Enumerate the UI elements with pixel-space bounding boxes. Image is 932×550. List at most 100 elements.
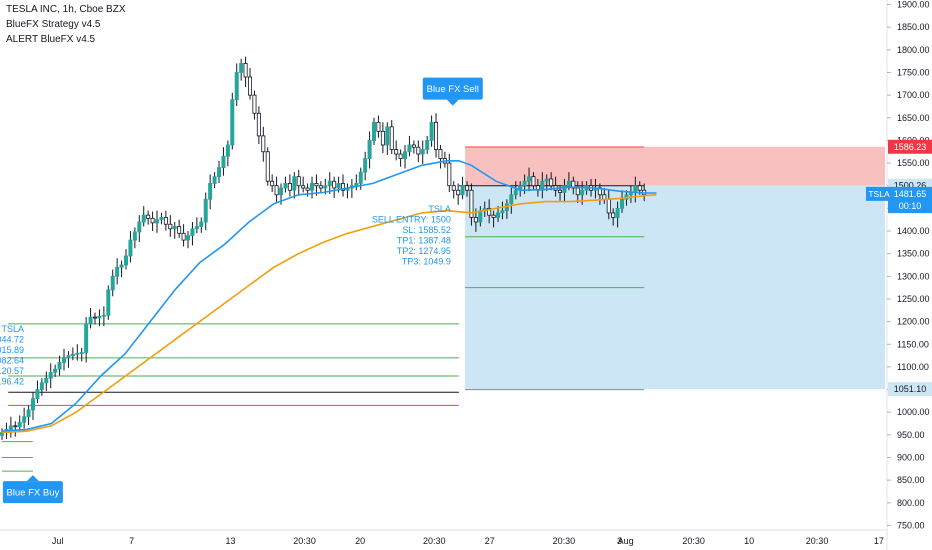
candle-body	[372, 121, 377, 141]
candle-body	[88, 316, 93, 325]
candle-body	[115, 266, 120, 277]
y-tick-label: 1800.00	[897, 45, 930, 55]
candle-body	[562, 185, 567, 193]
chart-title: TESLA INC, 1h, Cboe BZX	[6, 4, 126, 15]
candle-body	[146, 214, 151, 219]
candle-body	[26, 409, 31, 418]
signal-label-pointer	[446, 99, 459, 106]
candle-body	[181, 232, 186, 241]
candle-body	[177, 226, 182, 234]
signal-label-text: Blue FX Sell	[427, 84, 479, 95]
candle-body	[93, 316, 98, 319]
candle-body	[447, 162, 452, 187]
y-tick-label: 1000.00	[897, 407, 930, 417]
candle-body	[496, 212, 501, 218]
candle-body	[336, 183, 341, 189]
candle-body	[101, 314, 106, 317]
y-tick-label: 1150.00	[897, 339, 929, 349]
candle-body	[403, 151, 408, 159]
candle-body	[57, 361, 62, 370]
x-tick-label: Aug	[618, 536, 634, 546]
candle-body	[132, 231, 137, 241]
y-tick-label: 1350.00	[897, 249, 930, 259]
candle-body	[513, 189, 518, 196]
candle-body	[434, 121, 439, 150]
candle-body	[376, 121, 381, 132]
candle-body	[199, 221, 204, 227]
candle-body	[522, 180, 527, 187]
candle-body	[500, 210, 505, 214]
candle-body	[429, 121, 434, 141]
candle-body	[13, 425, 18, 428]
signal-label-text: Blue FX Buy	[6, 488, 59, 499]
indicator-legend-alert[interactable]: ALERT BlueFX v4.5	[6, 34, 96, 45]
candle-body	[270, 180, 275, 187]
candle-body	[203, 198, 208, 223]
candle-body	[119, 264, 124, 268]
sell-annotation-line: TSLA	[428, 204, 451, 214]
buy-annotation-line: 082.64	[0, 356, 24, 366]
signal-label-blue-fx-sell[interactable]: Blue FX Sell	[422, 77, 483, 106]
sell-annotation-line: TP2: 1274.95	[397, 246, 451, 256]
candle-body	[478, 210, 483, 223]
candle-body	[527, 176, 532, 182]
signal-label-box	[2, 481, 63, 504]
candle-body	[261, 135, 266, 153]
candle-body	[44, 377, 49, 384]
signal-label-blue-fx-buy[interactable]: Blue FX Buy	[2, 475, 63, 504]
candle-body	[66, 355, 71, 359]
candle-body	[544, 178, 549, 182]
y-tick-label: 1550.00	[897, 158, 930, 168]
buy-annotation-line: TSLA	[1, 324, 24, 334]
candle-body	[97, 315, 102, 319]
candle-body	[566, 180, 571, 187]
x-tick-label: 20:30	[553, 536, 576, 546]
candle-body	[438, 149, 443, 159]
candle-body	[301, 185, 306, 189]
price-badge-text: 1051.10	[894, 384, 927, 394]
candle-body	[265, 151, 270, 182]
candle-body	[416, 146, 421, 155]
candle-body	[190, 228, 195, 236]
candle-body	[314, 183, 319, 187]
buy-annotation-line: 196.42	[0, 377, 24, 387]
y-tick-label: 1750.00	[897, 67, 930, 77]
candle-body	[305, 187, 310, 191]
candle-body	[389, 126, 394, 150]
candle-body	[141, 214, 146, 223]
x-tick-label: 20:30	[806, 536, 829, 546]
x-tick-label: 13	[225, 536, 235, 546]
buy-annotation-line: 120.57	[0, 366, 24, 376]
y-tick-label: 1100.00	[897, 362, 929, 372]
y-tick-label: 1300.00	[897, 271, 930, 281]
x-tick-label: 27	[485, 536, 495, 546]
candle-body	[234, 72, 239, 101]
candle-body	[575, 187, 580, 196]
price-badge-text: 1586.23	[894, 142, 927, 152]
y-tick-label: 1900.00	[897, 0, 930, 10]
candle-body	[358, 171, 363, 184]
last-badge: 1481.65 TSLA	[866, 186, 932, 201]
price-badge-text: 1500.26	[894, 181, 927, 191]
candle-body	[296, 176, 301, 187]
y-tick-label: 1200.00	[897, 317, 930, 327]
candle-body	[124, 255, 129, 266]
candle-body	[252, 94, 257, 114]
candle-body	[17, 421, 22, 428]
sell-annotation-line: SL: 1585.52	[402, 225, 451, 235]
candle-body	[637, 185, 642, 191]
candle-body	[310, 183, 315, 191]
buy-annotation-line: 015.89	[0, 345, 24, 355]
candle-body	[283, 183, 288, 189]
candle-body	[75, 352, 80, 355]
candle-body	[35, 389, 40, 400]
indicator-legend-strategy[interactable]: BlueFX Strategy v4.5	[6, 19, 101, 30]
candle-body	[509, 194, 514, 205]
candle-body	[327, 180, 332, 187]
signal-label-box	[422, 77, 483, 100]
candle-body	[531, 176, 536, 187]
candle-body	[208, 183, 213, 200]
candle-body	[620, 198, 625, 209]
sell-annotation-line: SELL ENTRY: 1500	[372, 215, 451, 225]
